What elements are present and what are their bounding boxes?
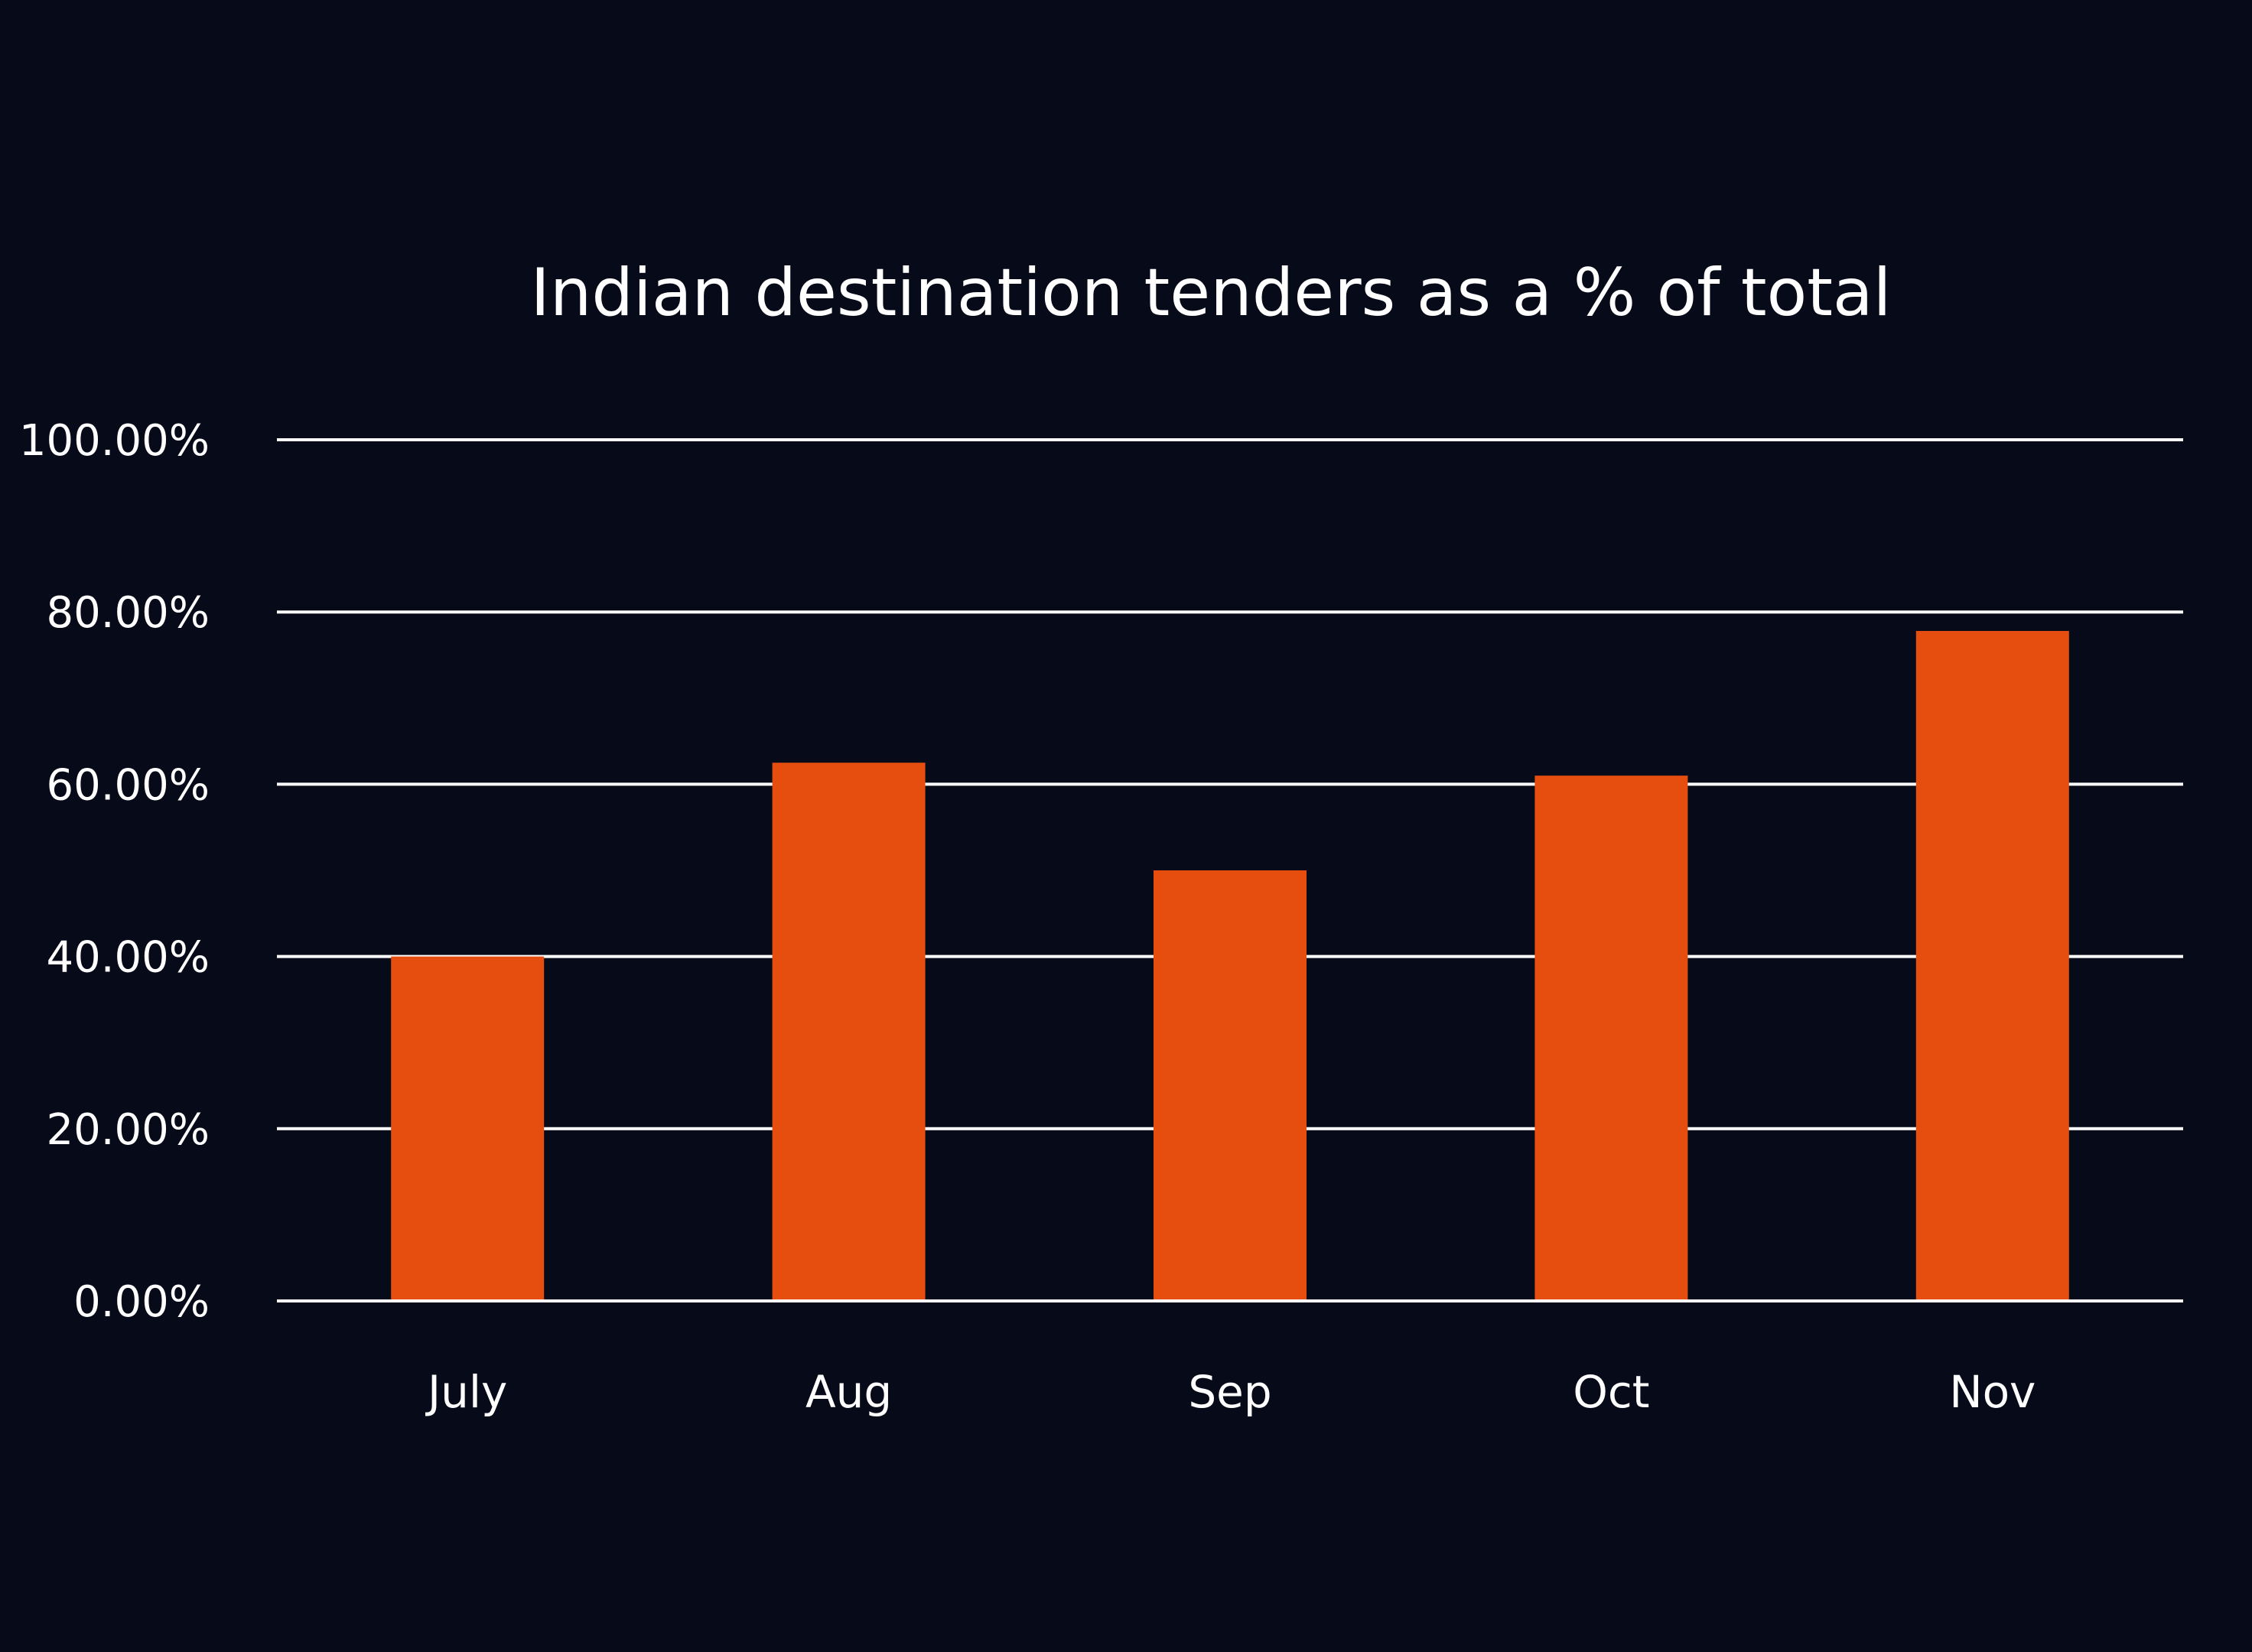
y-tick-label: 100.00% bbox=[19, 416, 210, 466]
x-tick-label: Oct bbox=[1573, 1366, 1649, 1418]
y-tick-label: 80.00% bbox=[46, 588, 210, 638]
bar-sep bbox=[1154, 870, 1307, 1301]
y-tick-label: 20.00% bbox=[46, 1105, 210, 1155]
bar-nov bbox=[1915, 630, 2069, 1301]
bar-aug bbox=[772, 763, 926, 1301]
y-tick-label: 40.00% bbox=[46, 933, 210, 983]
bar-july bbox=[391, 956, 545, 1301]
y-tick-label: 60.00% bbox=[46, 760, 210, 810]
x-axis-category-labels: July Aug Sep Oct Nov bbox=[425, 1366, 2036, 1418]
y-tick-label: 0.00% bbox=[73, 1277, 210, 1327]
x-tick-label: Aug bbox=[805, 1366, 892, 1418]
bars bbox=[391, 630, 2069, 1301]
y-axis-tick-labels: 0.00% 20.00% 40.00% 60.00% 80.00% 100.00% bbox=[19, 416, 210, 1327]
x-tick-label: Sep bbox=[1188, 1366, 1271, 1418]
chart-title: Indian destination tenders as a % of tot… bbox=[530, 255, 1891, 331]
x-tick-label: July bbox=[425, 1366, 507, 1418]
bar-oct bbox=[1534, 776, 1688, 1301]
x-tick-label: Nov bbox=[1949, 1366, 2036, 1418]
